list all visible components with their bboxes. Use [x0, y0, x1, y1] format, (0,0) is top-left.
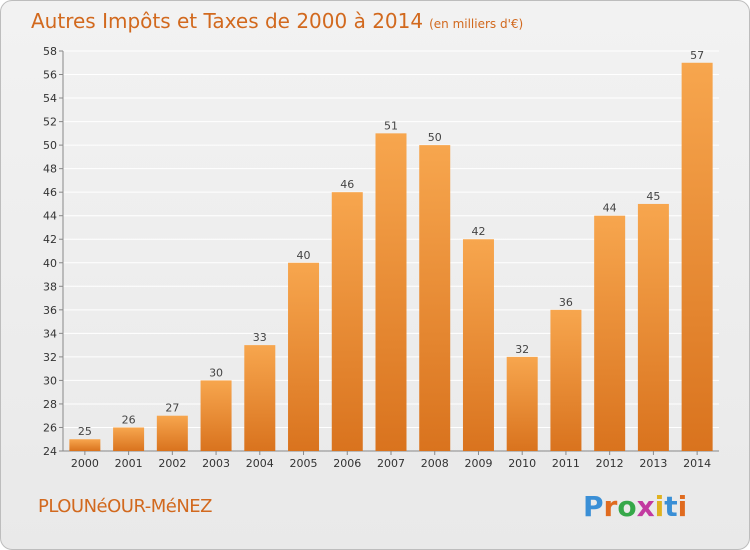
y-tick-label: 40	[43, 257, 57, 270]
data-label: 50	[428, 131, 442, 144]
data-label: 51	[384, 119, 398, 132]
y-tick-label: 46	[43, 186, 57, 199]
bar	[288, 262, 320, 451]
data-label: 46	[340, 178, 354, 191]
x-tick-label: 2002	[158, 457, 186, 470]
data-label: 26	[122, 413, 136, 426]
x-tick-label: 2009	[464, 457, 492, 470]
bar	[244, 345, 276, 451]
bar	[375, 133, 407, 451]
brand-letter: P	[583, 490, 604, 523]
y-tick-label: 48	[43, 163, 57, 176]
data-label: 57	[690, 49, 704, 62]
x-tick-label: 2007	[377, 457, 405, 470]
bar	[419, 145, 451, 451]
data-label: 30	[209, 366, 223, 379]
x-tick-label: 2010	[508, 457, 536, 470]
x-tick-label: 2013	[639, 457, 667, 470]
bar	[331, 192, 363, 452]
bar	[637, 203, 669, 451]
y-tick-label: 24	[43, 445, 57, 458]
bar	[113, 427, 145, 451]
data-label: 36	[559, 296, 573, 309]
bar	[506, 356, 538, 451]
bar	[156, 415, 188, 451]
brand-letter: r	[603, 490, 618, 523]
x-tick-label: 2004	[246, 457, 274, 470]
x-tick-label: 2006	[333, 457, 361, 470]
y-tick-label: 56	[43, 69, 57, 82]
data-label: 32	[515, 343, 529, 356]
y-tick-label: 34	[43, 327, 57, 340]
bar	[681, 62, 713, 451]
y-tick-label: 44	[43, 210, 57, 223]
y-tick-label: 54	[43, 92, 57, 105]
chart-title-text: Autres Impôts et Taxes de 2000 à 2014	[31, 9, 424, 33]
data-label: 42	[471, 225, 485, 238]
y-tick-label: 52	[43, 116, 57, 129]
bar	[200, 380, 232, 451]
bar	[69, 439, 101, 451]
y-tick-label: 58	[43, 45, 57, 58]
brand-letter: x	[636, 490, 655, 523]
data-label: 33	[253, 331, 267, 344]
x-tick-label: 2012	[596, 457, 624, 470]
chart-unit: (en milliers d'€)	[429, 17, 524, 31]
data-label: 44	[603, 202, 617, 215]
brand-letter: i	[677, 490, 688, 523]
y-tick-label: 32	[43, 351, 57, 364]
x-tick-label: 2008	[421, 457, 449, 470]
y-tick-label: 38	[43, 280, 57, 293]
chart-title: Autres Impôts et Taxes de 2000 à 2014 (en…	[31, 9, 523, 33]
x-tick-label: 2003	[202, 457, 230, 470]
commune-name: PLOUNéOUR-MéNEZ	[38, 496, 213, 517]
y-tick-label: 42	[43, 233, 57, 246]
brand-letter: i	[654, 490, 665, 523]
y-tick-label: 26	[43, 421, 57, 434]
data-label: 27	[165, 402, 179, 415]
brand-letter: o	[617, 490, 637, 523]
data-label: 25	[78, 425, 92, 438]
x-tick-label: 2011	[552, 457, 580, 470]
data-label: 45	[646, 190, 660, 203]
bar	[594, 215, 626, 451]
data-label: 40	[297, 249, 311, 262]
bar	[462, 239, 494, 451]
x-tick-label: 2005	[290, 457, 318, 470]
y-tick-label: 36	[43, 304, 57, 317]
y-tick-label: 50	[43, 139, 57, 152]
brand-letter: t	[664, 490, 678, 523]
x-tick-label: 2014	[683, 457, 711, 470]
x-tick-label: 2001	[115, 457, 143, 470]
x-tick-label: 2000	[71, 457, 99, 470]
y-tick-label: 30	[43, 374, 57, 387]
proxiti-logo: Proxiti	[583, 490, 687, 523]
bar	[550, 309, 582, 451]
y-tick-label: 28	[43, 398, 57, 411]
